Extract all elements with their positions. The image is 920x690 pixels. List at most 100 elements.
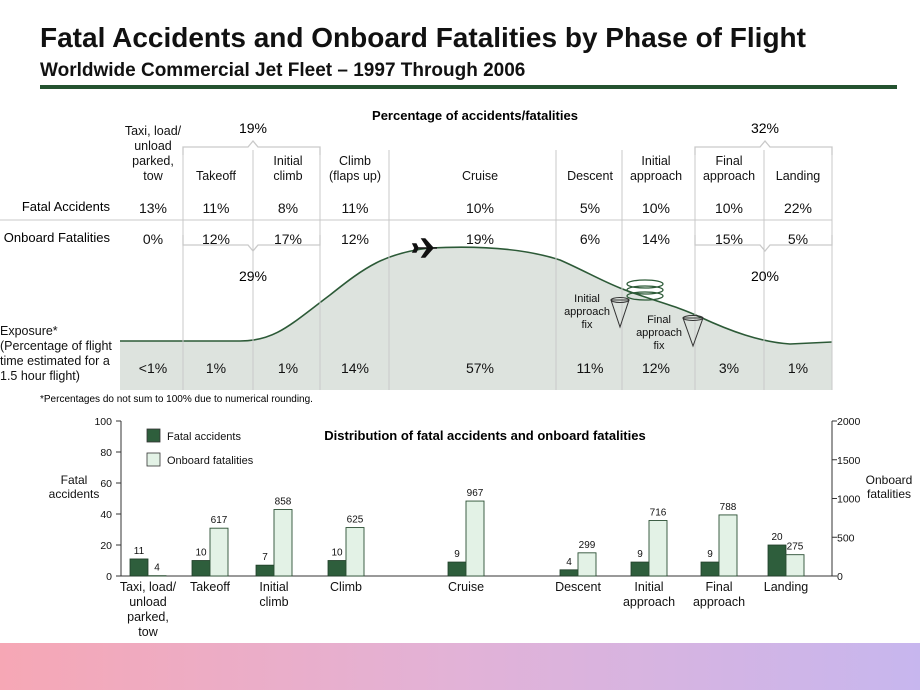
exposure-label: time estimated for a bbox=[0, 354, 110, 368]
final-approach-fix-label: Final bbox=[647, 314, 671, 326]
group-bracket-top bbox=[182, 139, 321, 155]
category-label: tow bbox=[138, 625, 158, 639]
bar-label-onboard-fatalities: 4 bbox=[154, 563, 160, 574]
category-label: approach bbox=[623, 595, 675, 609]
group-bracket-top bbox=[694, 139, 833, 155]
chart-legend: Fatal accidents Onboard fatalities bbox=[146, 428, 254, 467]
holding-loop bbox=[626, 291, 664, 301]
bar-label-fatal-accidents: 4 bbox=[566, 557, 572, 568]
bar-fatal-accidents bbox=[559, 569, 579, 577]
bar-onboard-fatalities bbox=[209, 527, 229, 577]
group-takeoff-climb-accidents: 19% bbox=[239, 120, 267, 136]
bar-fatal-accidents bbox=[327, 560, 347, 577]
left-axis-label: accidents bbox=[49, 487, 100, 501]
category-label: Climb bbox=[330, 580, 362, 594]
bar-label-fatal-accidents: 10 bbox=[331, 548, 343, 559]
exposure-pct: 1% bbox=[206, 360, 226, 376]
bar-label-fatal-accidents: 11 bbox=[134, 546, 145, 557]
phase-label: approach bbox=[703, 169, 755, 183]
diagram-text: Percentage of accidents/fatalities Fatal… bbox=[0, 108, 820, 405]
fix-cone-top bbox=[682, 315, 704, 321]
fatal-accidents-pct: 11% bbox=[342, 200, 369, 216]
left-tick-label: 60 bbox=[100, 478, 112, 490]
airplane-shape bbox=[411, 238, 437, 258]
bar-label-fatal-accidents: 9 bbox=[454, 549, 460, 560]
approach-fix-icon bbox=[682, 315, 704, 348]
initial-approach-fix-label: fix bbox=[582, 319, 594, 331]
bar-fatal-accidents bbox=[447, 561, 467, 577]
bar-label-onboard-fatalities: 617 bbox=[211, 515, 228, 526]
footnote: *Percentages do not sum to 100% due to n… bbox=[40, 394, 313, 405]
category-label: parked, bbox=[127, 610, 169, 624]
left-tick-label: 80 bbox=[100, 447, 112, 459]
bar-label-fatal-accidents: 9 bbox=[707, 549, 713, 560]
phase-label: Climb bbox=[339, 154, 371, 168]
bar-fatal-accidents bbox=[255, 564, 275, 577]
phase-label: parked, bbox=[132, 154, 174, 168]
exposure-pct: 1% bbox=[788, 360, 808, 376]
left-tick-label: 100 bbox=[94, 416, 112, 428]
bar-label-onboard-fatalities: 967 bbox=[467, 488, 484, 499]
final-approach-fix-label: fix bbox=[654, 340, 666, 352]
legend-swatch-accidents bbox=[146, 428, 161, 443]
exposure-pct: 57% bbox=[466, 360, 494, 376]
left-axis-label: Fatal bbox=[61, 473, 88, 487]
title-rule bbox=[40, 85, 897, 89]
row-label-accidents: Fatal Accidents bbox=[22, 199, 111, 214]
bar-label-fatal-accidents: 10 bbox=[195, 548, 207, 559]
row-label-fatalities: Onboard Fatalities bbox=[4, 230, 111, 245]
legend-label-fatalities: Onboard fatalities bbox=[167, 455, 254, 467]
bar-label-onboard-fatalities: 716 bbox=[650, 508, 667, 519]
fix-cone bbox=[682, 317, 704, 348]
category-label: approach bbox=[693, 595, 745, 609]
bar-label-onboard-fatalities: 858 bbox=[275, 497, 292, 508]
page-title: Fatal Accidents and Onboard Fatalities b… bbox=[40, 22, 806, 53]
right-axis-label: fatalities bbox=[867, 487, 911, 501]
bar-fatal-accidents bbox=[191, 560, 211, 577]
exposure-pct: <1% bbox=[139, 360, 167, 376]
initial-approach-fix-label: approach bbox=[564, 306, 610, 318]
phase-label: Taxi, load/ bbox=[125, 124, 182, 138]
diagram-grid bbox=[0, 139, 833, 390]
bar-onboard-fatalities bbox=[465, 500, 485, 577]
exposure-curve bbox=[120, 246, 833, 345]
category-label: Initial bbox=[634, 580, 663, 594]
bar-label-fatal-accidents: 7 bbox=[262, 552, 268, 563]
fatal-accidents-pct: 22% bbox=[784, 200, 812, 216]
legend-swatch-fatalities bbox=[146, 452, 161, 467]
category-label: Landing bbox=[764, 580, 809, 594]
exposure-pct: 11% bbox=[577, 360, 604, 376]
fatal-accidents-pct: 8% bbox=[278, 200, 298, 216]
bar-fatal-accidents bbox=[700, 561, 720, 577]
right-tick-label: 1000 bbox=[837, 494, 861, 506]
phase-label: approach bbox=[630, 169, 682, 183]
phase-label: climb bbox=[273, 169, 302, 183]
approach-fix-icon bbox=[610, 297, 630, 329]
diagram-heading: Percentage of accidents/fatalities bbox=[372, 108, 578, 123]
page-subtitle: Worldwide Commercial Jet Fleet – 1997 Th… bbox=[40, 60, 526, 81]
phase-label: Final bbox=[715, 154, 742, 168]
bar-fatal-accidents bbox=[129, 558, 149, 577]
group-bracket-bottom bbox=[694, 235, 833, 253]
onboard-fatalities-pct: 5% bbox=[788, 231, 808, 247]
bar-label-fatal-accidents: 9 bbox=[637, 549, 643, 560]
exposure-area bbox=[120, 247, 832, 390]
onboard-fatalities-pct: 0% bbox=[143, 231, 163, 247]
exposure-pct: 1% bbox=[278, 360, 298, 376]
category-label: Taxi, load/ bbox=[120, 580, 177, 594]
bar-onboard-fatalities bbox=[648, 520, 668, 577]
phase-label: unload bbox=[134, 139, 172, 153]
holding-loop bbox=[626, 279, 664, 289]
group-approach-landing-fatalities: 20% bbox=[751, 268, 779, 284]
onboard-fatalities-pct: 15% bbox=[715, 231, 743, 247]
fatal-accidents-pct: 5% bbox=[580, 200, 600, 216]
phase-label: Initial bbox=[641, 154, 670, 168]
holding-pattern-icon bbox=[626, 279, 664, 301]
chart-title: Distribution of fatal accidents and onbo… bbox=[324, 428, 645, 443]
bar-label-onboard-fatalities: 299 bbox=[579, 540, 596, 551]
phase-label: Landing bbox=[776, 169, 821, 183]
left-tick-label: 40 bbox=[100, 509, 112, 521]
category-label: Cruise bbox=[448, 580, 484, 594]
fatal-accidents-pct: 10% bbox=[642, 200, 670, 216]
